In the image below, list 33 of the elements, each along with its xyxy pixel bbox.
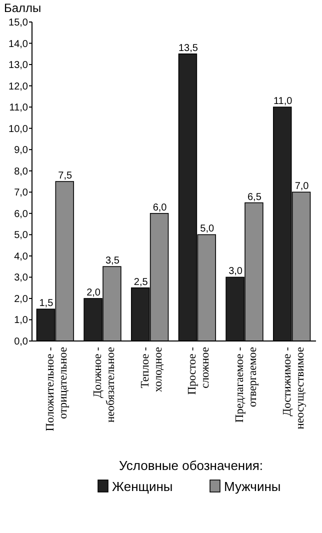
data-label: 3,0 (228, 266, 243, 278)
legend-title: Условные обозначения: (118, 458, 264, 473)
data-label: 11,0 (274, 96, 293, 108)
y-tick-label: 7,0 (14, 188, 28, 199)
y-tick-label: 12,0 (8, 81, 28, 92)
y-tick-label: 11,0 (9, 102, 28, 114)
y-tick-label: 14,0 (8, 38, 28, 50)
x-tick-label: Положительное - отрицательное (44, 346, 70, 432)
data-label: 3,5 (106, 256, 120, 267)
y-tick-label: 8,0 (14, 166, 28, 178)
y-tick-label: 6,0 (14, 208, 28, 220)
y-tick-label: 0,0 (14, 336, 28, 348)
y-tick-label: 2,0 (14, 294, 28, 305)
data-label: 2,0 (86, 287, 101, 298)
data-label: 13,5 (178, 42, 198, 54)
y-tick-label: 3,0 (14, 272, 28, 284)
data-label: 6,0 (152, 202, 168, 214)
data-label: 1,5 (39, 298, 54, 310)
data-label: 7,5 (58, 170, 73, 182)
y-tick-label: 9,0 (14, 145, 28, 156)
legend-label: Женщины (112, 479, 173, 494)
y-axis-title: Баллы (4, 1, 42, 15)
y-tick-label: 5,0 (14, 230, 28, 242)
y-tick-label: 4,0 (14, 251, 28, 262)
data-label: 2,5 (134, 276, 148, 288)
y-tick-label: 13,0 (8, 60, 28, 72)
legend-label: Мужчины (224, 479, 281, 494)
y-tick-label: 1,0 (14, 315, 28, 326)
data-label: 7,0 (294, 181, 310, 192)
data-label: 5,0 (200, 224, 215, 235)
y-tick-label: 10,0 (8, 124, 28, 135)
y-tick-label: 15,0 (8, 18, 28, 28)
data-label: 6,5 (248, 192, 262, 203)
